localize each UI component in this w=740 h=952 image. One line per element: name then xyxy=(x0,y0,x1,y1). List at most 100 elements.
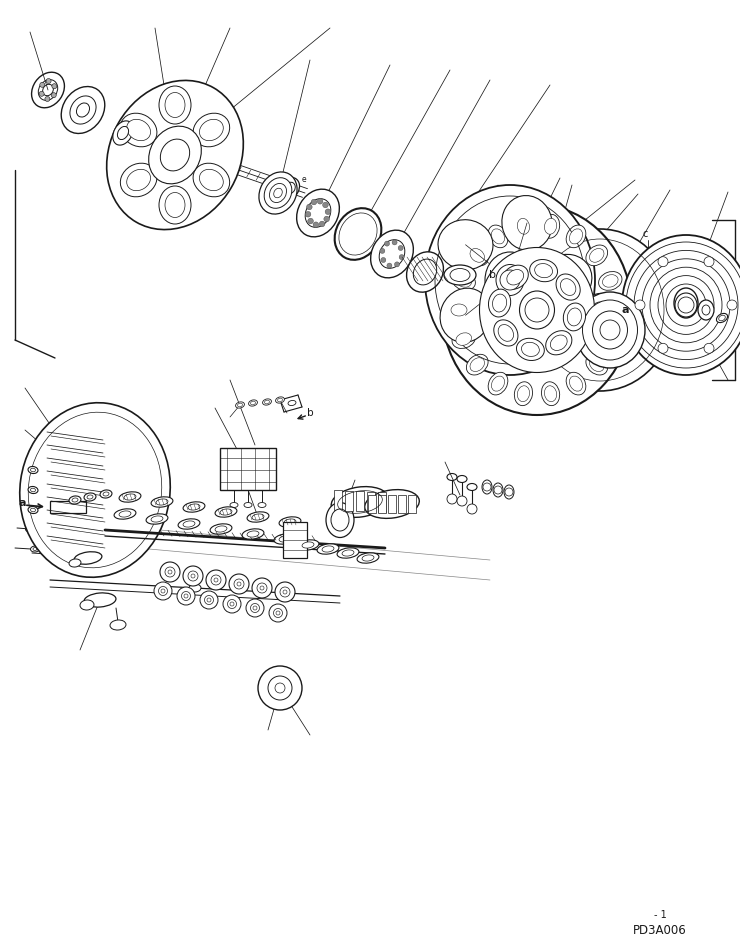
Circle shape xyxy=(658,257,668,267)
Ellipse shape xyxy=(500,311,554,364)
Ellipse shape xyxy=(127,169,150,190)
Circle shape xyxy=(325,208,331,214)
Ellipse shape xyxy=(590,248,604,262)
Ellipse shape xyxy=(30,488,36,492)
Ellipse shape xyxy=(274,534,296,545)
Ellipse shape xyxy=(50,552,54,556)
Ellipse shape xyxy=(655,255,665,261)
Ellipse shape xyxy=(491,376,505,391)
Ellipse shape xyxy=(586,354,608,375)
Circle shape xyxy=(52,84,57,89)
Ellipse shape xyxy=(491,228,505,244)
Circle shape xyxy=(45,96,50,102)
Ellipse shape xyxy=(716,313,727,323)
Ellipse shape xyxy=(252,514,264,520)
Circle shape xyxy=(505,488,513,496)
Ellipse shape xyxy=(575,292,645,368)
Bar xyxy=(368,495,376,513)
Circle shape xyxy=(207,598,211,602)
Ellipse shape xyxy=(127,119,150,141)
Circle shape xyxy=(658,344,668,353)
Circle shape xyxy=(704,344,714,353)
Ellipse shape xyxy=(599,271,622,290)
Ellipse shape xyxy=(489,240,501,248)
Ellipse shape xyxy=(103,492,109,496)
Ellipse shape xyxy=(149,127,201,184)
Ellipse shape xyxy=(121,163,157,197)
Circle shape xyxy=(483,483,491,491)
Ellipse shape xyxy=(586,245,608,266)
Circle shape xyxy=(269,604,287,622)
Bar xyxy=(408,495,416,513)
Ellipse shape xyxy=(590,358,604,371)
Circle shape xyxy=(251,604,260,612)
Circle shape xyxy=(486,268,494,276)
Ellipse shape xyxy=(156,499,168,506)
Ellipse shape xyxy=(32,72,64,108)
Circle shape xyxy=(492,259,500,267)
Ellipse shape xyxy=(470,358,485,371)
Circle shape xyxy=(727,300,737,310)
Ellipse shape xyxy=(76,103,90,117)
Ellipse shape xyxy=(124,494,136,500)
Ellipse shape xyxy=(622,235,740,375)
Circle shape xyxy=(323,202,329,208)
Circle shape xyxy=(181,591,190,601)
Ellipse shape xyxy=(189,584,201,592)
Circle shape xyxy=(283,590,287,594)
Ellipse shape xyxy=(284,519,296,526)
Circle shape xyxy=(467,504,477,514)
Ellipse shape xyxy=(494,320,518,346)
Ellipse shape xyxy=(447,301,471,319)
Circle shape xyxy=(526,239,534,247)
Ellipse shape xyxy=(607,304,623,316)
Ellipse shape xyxy=(84,493,96,501)
Ellipse shape xyxy=(545,330,572,355)
Ellipse shape xyxy=(560,279,576,295)
Circle shape xyxy=(311,199,317,205)
Ellipse shape xyxy=(515,242,525,254)
Ellipse shape xyxy=(563,303,585,331)
Ellipse shape xyxy=(263,399,272,406)
Ellipse shape xyxy=(87,495,93,499)
Ellipse shape xyxy=(488,289,511,317)
Circle shape xyxy=(206,570,226,590)
Ellipse shape xyxy=(570,376,582,391)
Ellipse shape xyxy=(70,96,96,124)
Ellipse shape xyxy=(247,512,269,523)
Ellipse shape xyxy=(72,498,78,502)
Ellipse shape xyxy=(264,178,292,208)
Ellipse shape xyxy=(339,213,377,255)
Ellipse shape xyxy=(551,335,567,350)
Ellipse shape xyxy=(69,559,81,567)
Circle shape xyxy=(457,496,467,506)
Circle shape xyxy=(313,222,319,228)
Ellipse shape xyxy=(440,288,491,343)
Ellipse shape xyxy=(502,195,552,250)
Ellipse shape xyxy=(675,293,697,317)
Ellipse shape xyxy=(322,545,334,552)
Ellipse shape xyxy=(478,259,490,268)
Ellipse shape xyxy=(334,208,381,260)
Text: b: b xyxy=(489,270,497,280)
Bar xyxy=(220,448,276,490)
Ellipse shape xyxy=(28,466,38,473)
Ellipse shape xyxy=(80,600,94,610)
Ellipse shape xyxy=(230,503,238,507)
Ellipse shape xyxy=(442,205,632,415)
Ellipse shape xyxy=(200,169,223,190)
Circle shape xyxy=(275,582,295,602)
Bar xyxy=(50,501,86,513)
Circle shape xyxy=(160,562,180,582)
Ellipse shape xyxy=(467,484,477,490)
Ellipse shape xyxy=(542,214,559,238)
Circle shape xyxy=(252,578,272,598)
Ellipse shape xyxy=(317,544,339,554)
Ellipse shape xyxy=(502,266,528,289)
Ellipse shape xyxy=(161,139,189,171)
Circle shape xyxy=(39,91,44,96)
Ellipse shape xyxy=(331,509,349,531)
Circle shape xyxy=(592,302,608,318)
Ellipse shape xyxy=(259,172,297,214)
Ellipse shape xyxy=(238,404,243,407)
